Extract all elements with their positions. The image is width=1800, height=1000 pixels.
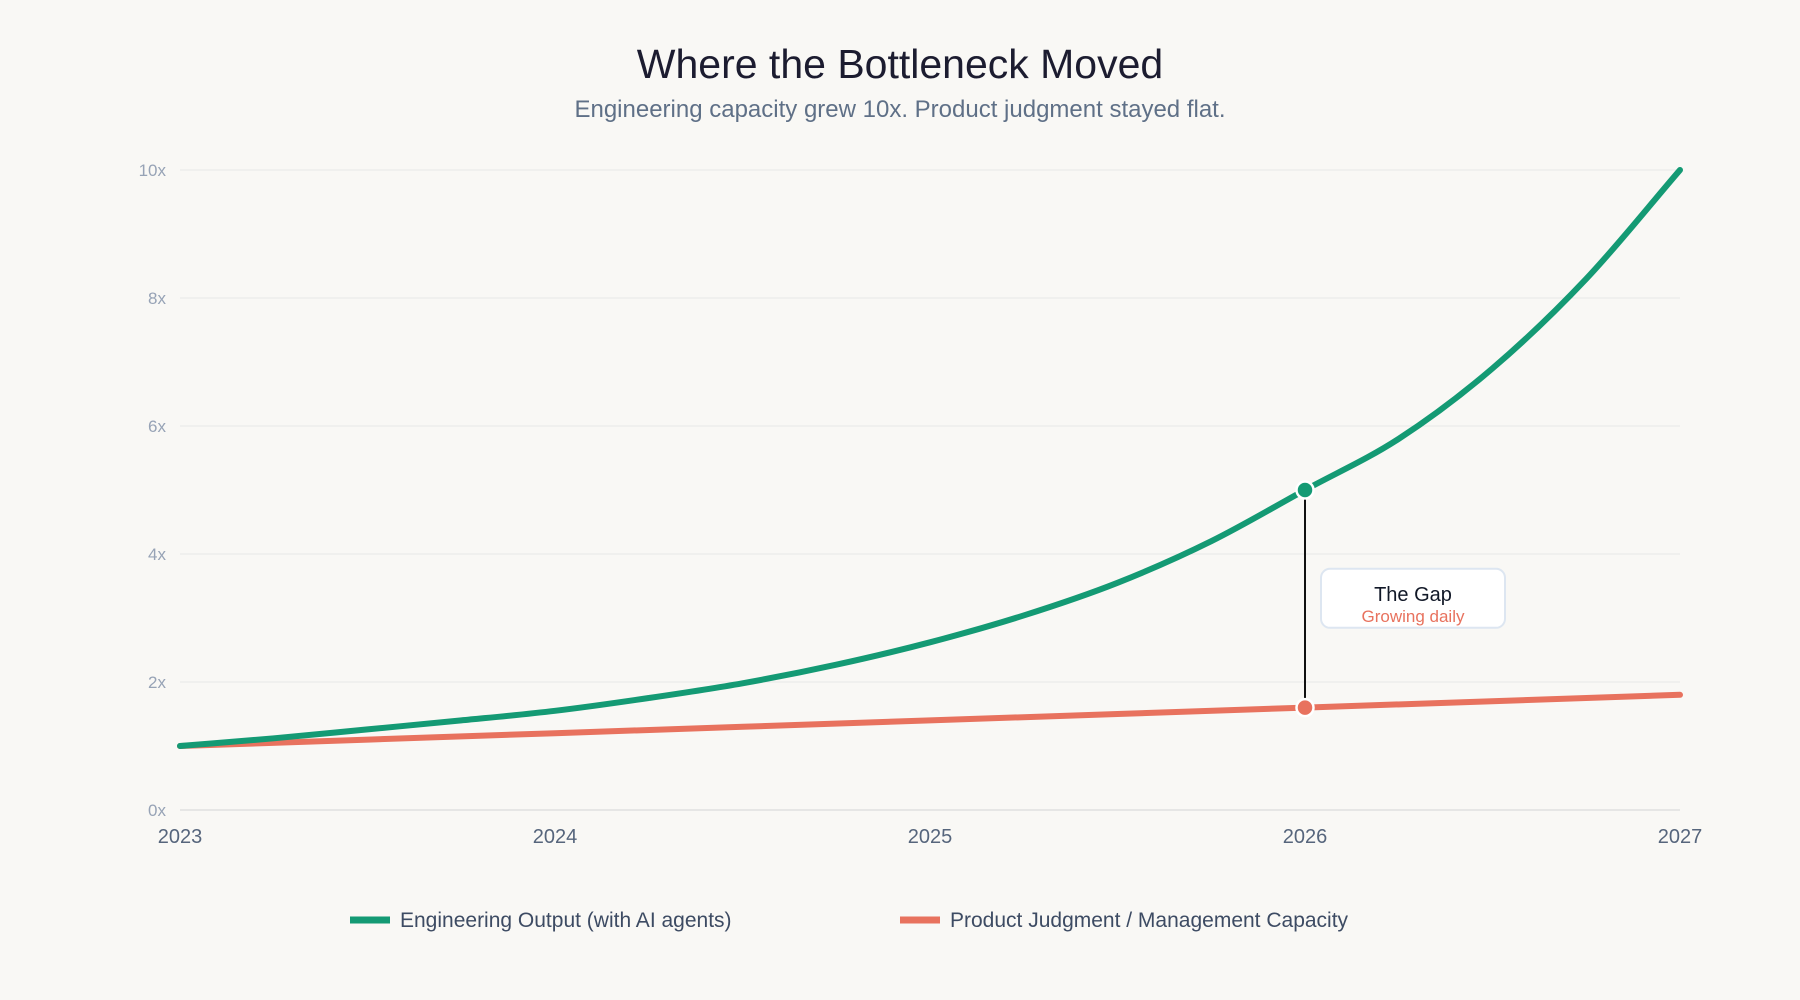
gap-sublabel: Growing daily — [1362, 607, 1465, 626]
gap-callout-box — [1320, 567, 1506, 629]
x-tick-label: 2027 — [1658, 826, 1703, 848]
y-tick-label: 0x — [148, 801, 166, 820]
y-tick-label: 4x — [148, 545, 166, 564]
chart-subtitle: Engineering capacity grew 10x. Product j… — [574, 96, 1225, 123]
x-axis: 2023 2024 2025 2026 2027 — [158, 826, 1703, 848]
legend-label-1: Product Judgment / Management Capacity — [950, 909, 1349, 932]
legend: Engineering Output (with AI agents) Produ… — [350, 909, 1349, 932]
x-tick-label: 2024 — [533, 826, 578, 848]
x-tick-label: 2026 — [1283, 826, 1328, 848]
gap-point-judgment — [1295, 697, 1315, 718]
gridlines — [180, 169, 1680, 811]
y-tick-label: 2x — [148, 673, 166, 692]
x-tick-label: 2025 — [908, 826, 953, 848]
x-tick-label: 2023 — [158, 826, 203, 848]
series-line-1 — [177, 691, 1683, 749]
series-line-0 — [177, 167, 1683, 749]
series-group — [177, 167, 1683, 749]
y-axis: 0x 2x 4x 6x 8x 10x — [139, 161, 167, 820]
chart-title: Where the Bottleneck Moved — [637, 41, 1163, 87]
gap-label: The Gap — [1374, 584, 1452, 606]
gap-point-engineering — [1295, 480, 1315, 500]
legend-label-0: Engineering Output (with AI agents) — [400, 909, 732, 932]
y-tick-label: 6x — [148, 417, 166, 436]
y-tick-label: 8x — [148, 289, 166, 308]
y-tick-label: 10x — [139, 161, 167, 180]
